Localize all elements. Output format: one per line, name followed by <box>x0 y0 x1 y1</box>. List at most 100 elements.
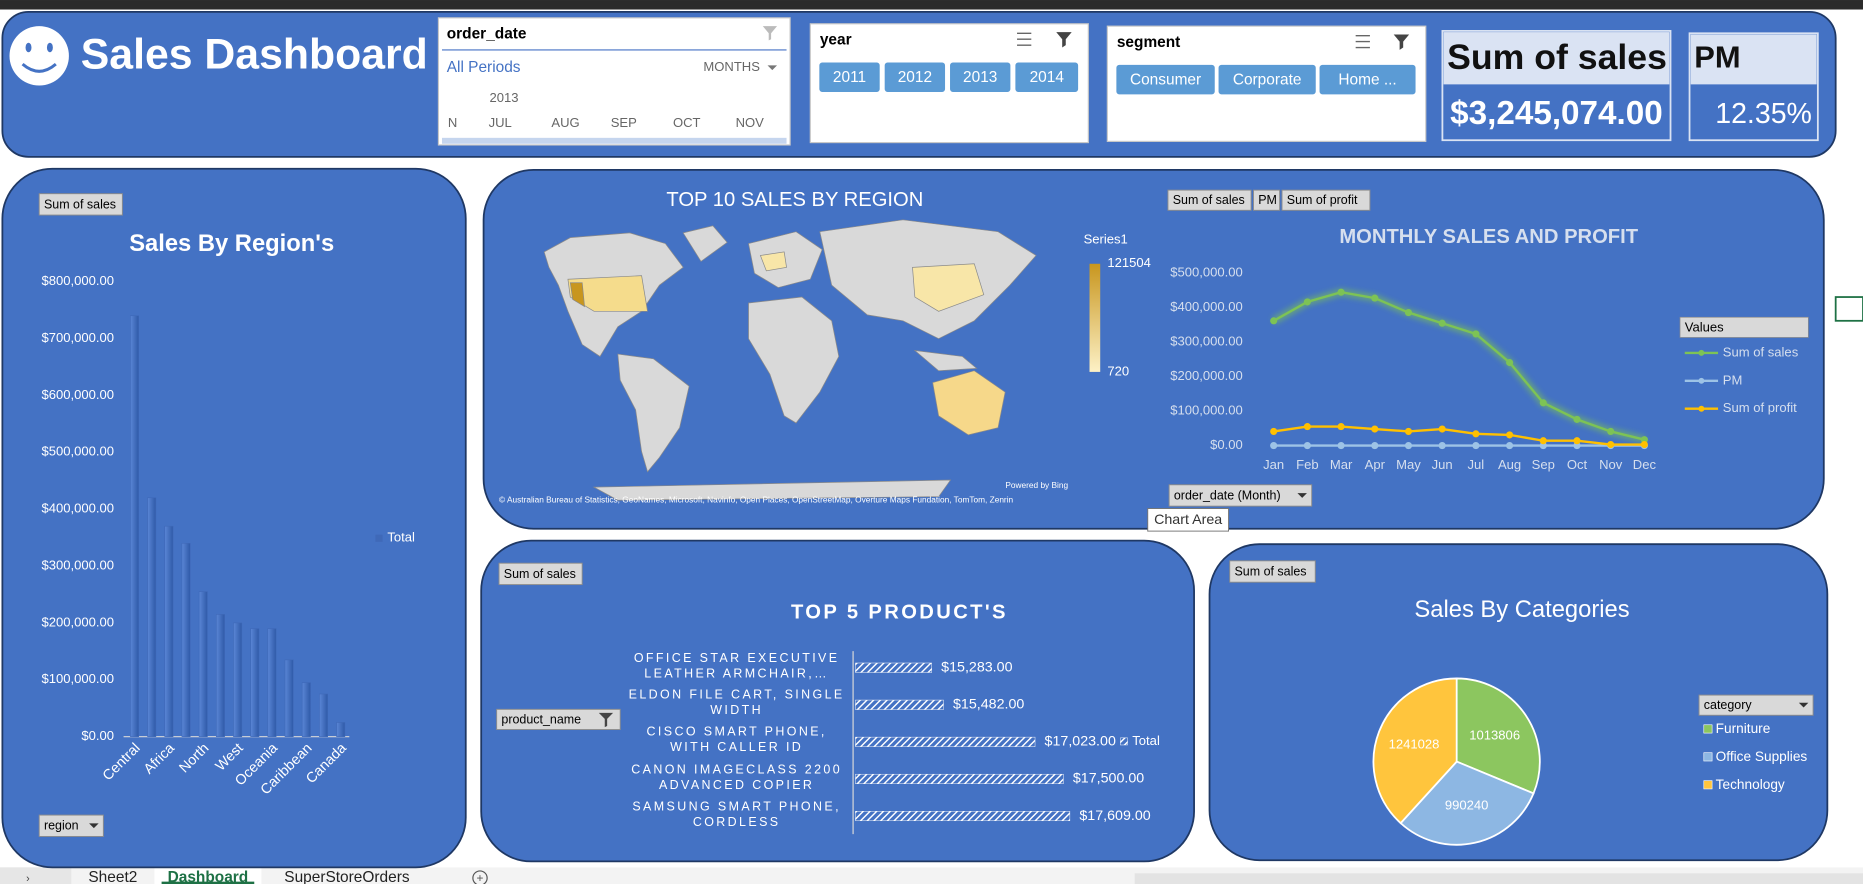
line-marker <box>1438 319 1446 327</box>
bar <box>855 773 1064 784</box>
region-panel <box>1 167 467 869</box>
clear-filter-icon[interactable] <box>762 26 778 41</box>
western-europe <box>759 251 787 272</box>
value-label: $17,023.00 <box>1045 734 1116 750</box>
clear-filter-icon[interactable] <box>1393 34 1410 50</box>
line-marker <box>1371 294 1379 302</box>
selected-cell <box>1834 296 1863 322</box>
line-marker <box>1607 427 1615 436</box>
map-line-panel <box>482 169 1825 530</box>
sheet-tab[interactable]: Dashboard <box>168 869 249 884</box>
multi-select-icon[interactable] <box>1355 34 1370 49</box>
line-marker <box>1539 437 1547 445</box>
add-sheet[interactable] <box>472 870 488 884</box>
field-button[interactable] <box>1253 189 1281 211</box>
x-tick-label: Sep <box>1532 457 1555 472</box>
world-map <box>543 219 1037 501</box>
line-marker <box>1472 442 1480 450</box>
filter-button[interactable] <box>496 708 621 731</box>
filter-icon[interactable] <box>598 712 614 728</box>
field-button[interactable] <box>1229 560 1316 583</box>
bar <box>855 699 944 710</box>
field-button[interactable] <box>498 562 583 586</box>
category-label: CISCO SMART PHONE, WITH CALLER ID <box>647 725 825 755</box>
x-tick-label: Jan <box>1263 457 1284 472</box>
bar <box>181 542 191 737</box>
year-button[interactable] <box>1015 62 1079 92</box>
line-marker <box>1337 288 1345 296</box>
antarctica <box>592 479 952 501</box>
legend-marker <box>1698 377 1705 384</box>
line-series <box>1273 425 1645 446</box>
line-marker <box>1270 442 1278 450</box>
clear-filter-icon[interactable] <box>1056 32 1072 48</box>
tab-nav-arrow: › <box>26 873 30 884</box>
southeast-asia <box>913 350 978 372</box>
bar <box>164 525 174 737</box>
line-marker <box>1303 442 1311 450</box>
field-button[interactable] <box>1281 189 1371 211</box>
year-button[interactable] <box>819 62 880 92</box>
value-label: $15,482.00 <box>953 697 1024 713</box>
field-button[interactable] <box>1167 189 1252 211</box>
data-label: 990240 <box>1445 798 1489 813</box>
tab-nav <box>0 867 72 884</box>
y-tick-label: $600,000.00 <box>41 387 114 402</box>
australia <box>932 370 1006 436</box>
field-button[interactable] <box>38 193 123 216</box>
line-marker <box>1303 298 1311 306</box>
category-panel <box>1208 543 1829 862</box>
y-tick-label: $100,000.00 <box>1170 403 1243 418</box>
segment-button[interactable] <box>1218 64 1316 95</box>
kpi-label: PM <box>1694 40 1740 75</box>
filter-button[interactable] <box>38 814 104 837</box>
y-tick-label: $300,000.00 <box>41 557 114 572</box>
bar <box>267 628 277 737</box>
x-tick-label: May <box>1396 457 1421 472</box>
line-marker <box>1270 317 1278 325</box>
china <box>912 263 985 312</box>
filter-button[interactable] <box>1168 484 1313 507</box>
multi-select-icon[interactable] <box>1017 32 1032 46</box>
line-marker <box>1607 440 1615 449</box>
timeline-scroll[interactable] <box>441 137 787 144</box>
chart-title: TOP 10 SALES BY REGION <box>666 189 923 211</box>
greenland <box>682 225 728 262</box>
sheet-tab[interactable]: Sheet2 <box>88 869 137 884</box>
filter-button-arrow <box>1297 493 1307 498</box>
timeline-level-arrow[interactable] <box>767 65 778 71</box>
x-tick-label: Jul <box>1468 457 1485 472</box>
year-button-label: 2013 <box>963 69 997 86</box>
filter-button[interactable] <box>1698 694 1814 716</box>
filter-button-label: order_date (Month) <box>1174 488 1281 502</box>
chart-title: MONTHLY SALES AND PROFIT <box>1339 226 1638 248</box>
chart-title: TOP 5 PRODUCT'S <box>791 601 1008 623</box>
legend-swatch <box>1703 752 1713 762</box>
year-button-label: 2011 <box>833 69 866 86</box>
timeline-month: SEP <box>611 115 637 130</box>
category-label: ELDON FILE CART, SINGLE WIDTH <box>629 688 843 718</box>
data-label: 1013806 <box>1469 728 1520 743</box>
line-marker <box>1573 415 1581 423</box>
line-marker <box>1573 437 1581 445</box>
logo-eye <box>46 42 53 53</box>
field-button-label: Sum of sales <box>44 197 116 211</box>
legend-label: PM <box>1723 372 1743 387</box>
horizontal-scrollbar[interactable] <box>1134 873 1863 884</box>
year-button[interactable] <box>950 62 1011 92</box>
line-marker <box>1438 442 1446 450</box>
value-label: $17,500.00 <box>1073 771 1144 787</box>
segment-button[interactable] <box>1319 64 1416 95</box>
timeline-month: OCT <box>673 115 701 130</box>
legend-marker <box>1698 405 1705 412</box>
line-marker <box>1506 442 1514 450</box>
filter-button-arrow <box>1798 702 1809 708</box>
sheet-tab[interactable]: SuperStoreOrders <box>284 869 410 884</box>
slicer-title: order_date <box>447 26 527 43</box>
line-marker <box>1404 427 1413 436</box>
field-button-label: Sum of sales <box>1173 193 1245 207</box>
segment-button[interactable] <box>1116 64 1215 95</box>
year-button[interactable] <box>884 62 946 92</box>
timeline-year: 2013 <box>490 90 519 105</box>
